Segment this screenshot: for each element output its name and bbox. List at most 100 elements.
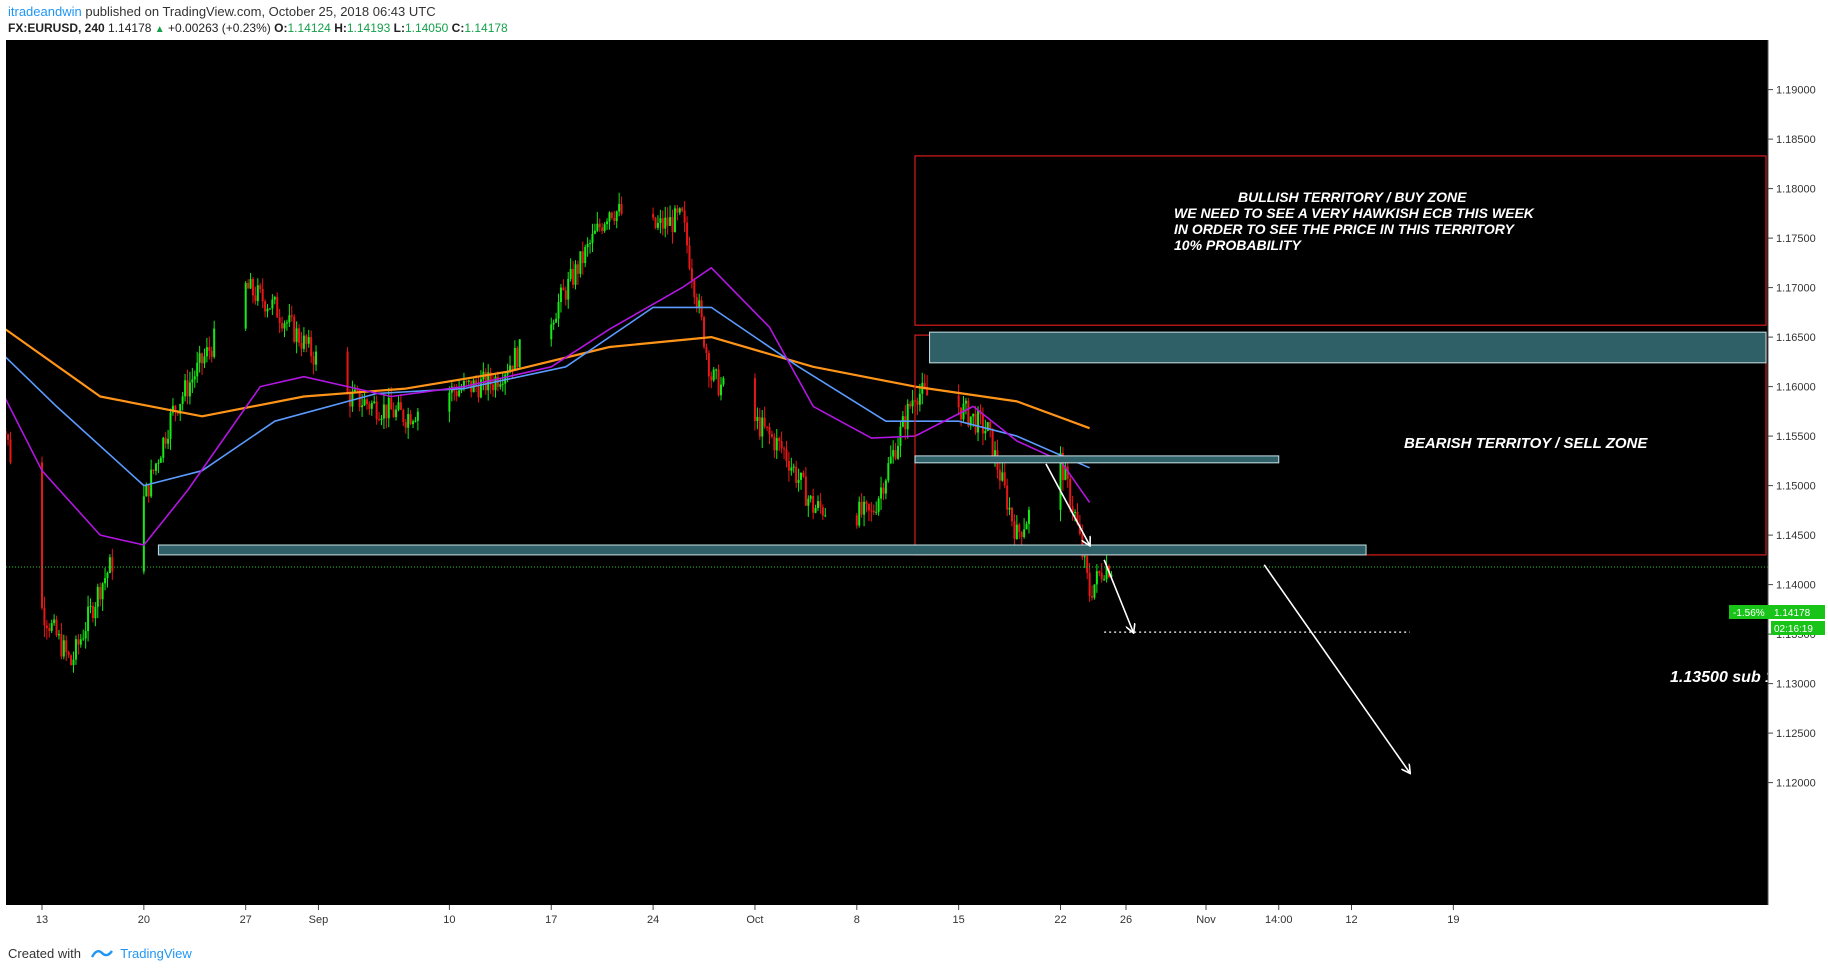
candle-down (894, 450, 897, 459)
candle-down (1003, 472, 1006, 486)
current-price-tag (1729, 605, 1825, 619)
candle-down (671, 217, 674, 233)
bar-countdown: 02:16:19 (1774, 624, 1813, 635)
y-tick-1-15500: 1.15500 (1776, 431, 1816, 443)
candle-up (722, 378, 725, 385)
candle-down (6, 430, 7, 435)
projection-arrow-3[interactable] (1263, 564, 1410, 773)
ma-blue-line[interactable] (0, 306, 1090, 487)
candle-up (72, 659, 75, 666)
candle-down (310, 337, 313, 357)
candle-up (589, 243, 592, 245)
x-tick-26: 26 (1120, 914, 1132, 926)
candle-up (889, 456, 892, 464)
bullish-zone-box[interactable] (914, 155, 1767, 326)
candle-up (82, 638, 85, 640)
tradingview-brand-link[interactable]: TradingView (120, 946, 192, 961)
candle-down (613, 217, 616, 222)
support-band[interactable] (157, 544, 1367, 556)
candle-down (710, 376, 713, 381)
candle-up (501, 383, 504, 385)
candle-up (74, 639, 77, 660)
candle-up (603, 224, 606, 232)
author-name[interactable]: itradeandwin (8, 4, 82, 19)
resistance-band[interactable] (929, 331, 1767, 364)
tradingview-logo-icon (90, 947, 113, 962)
candle-down (7, 434, 10, 440)
candle-up (817, 501, 819, 509)
candle-down (276, 297, 279, 318)
candle-down (865, 501, 868, 504)
candle-down (293, 316, 296, 342)
candle-up (656, 223, 659, 228)
candle-up (414, 420, 417, 422)
zones-layer (157, 155, 1767, 633)
projection-arrow-2[interactable] (1103, 559, 1133, 632)
candle-down (210, 350, 213, 357)
candle-up (593, 230, 596, 234)
candle-down (610, 212, 613, 218)
candle-up (159, 457, 162, 463)
x-tick-27: 27 (240, 914, 252, 926)
candle-up (106, 573, 109, 579)
candle-up (171, 405, 174, 413)
candle-down (1013, 521, 1016, 540)
candle-down (399, 402, 402, 410)
candle-down (652, 213, 655, 218)
ma-purple-line[interactable] (0, 267, 1091, 546)
y-tick-1-17500: 1.17500 (1776, 233, 1816, 245)
price-axis[interactable] (1768, 40, 1828, 905)
price-axis-ticks: 1.19000 1.18500 1.18000 1.17500 1.17000 1.165… (1768, 85, 1816, 790)
candle-up (205, 347, 208, 357)
candle-up (591, 233, 594, 244)
candle-down (1088, 572, 1091, 596)
open-label: O: (274, 21, 288, 35)
candle-down (1006, 485, 1009, 510)
candle-up (569, 268, 572, 279)
candle-down (45, 625, 48, 629)
candle-up (302, 335, 305, 349)
candle-down (787, 460, 790, 471)
candle-down (991, 428, 994, 459)
candle-up (145, 484, 148, 497)
candle-up (518, 339, 521, 368)
candle-down (766, 426, 769, 428)
candle-up (586, 243, 589, 248)
candle-down (780, 441, 783, 449)
candle-up (559, 287, 562, 303)
candle-up (664, 217, 667, 229)
candle-down (390, 397, 393, 410)
candle-up (460, 388, 463, 391)
candle-down (259, 285, 262, 289)
candle-up (283, 323, 286, 329)
candle-down (0, 397, 2, 415)
y-tick-1-18000: 1.18000 (1776, 184, 1816, 196)
candle-up (96, 586, 99, 607)
candle-down (923, 382, 926, 387)
candle-up (285, 322, 288, 324)
candle-up (906, 403, 909, 430)
candle-up (395, 409, 398, 418)
ma-orange-line[interactable] (0, 324, 1090, 430)
candle-down (768, 427, 771, 435)
candle-down (164, 437, 167, 444)
candle-down (690, 268, 693, 281)
candle-down (681, 208, 684, 211)
candle-up (986, 422, 989, 431)
candle-up (351, 391, 354, 407)
candle-down (693, 280, 696, 298)
candle-up (761, 417, 764, 437)
candle-down (1011, 507, 1013, 522)
candle-down (785, 449, 788, 461)
mid-resistance-band[interactable] (914, 455, 1280, 464)
price-chart[interactable]: BULLISH TERRITORY / BUY ZONE WE NEED TO … (0, 40, 1828, 940)
candle-up (479, 379, 482, 398)
candle-up (884, 480, 887, 494)
candle-up (256, 285, 259, 302)
candle-up (142, 496, 145, 572)
projection-arrow-1[interactable] (1045, 463, 1090, 545)
candle-down (795, 466, 798, 483)
x-tick-19: 19 (1447, 914, 1459, 926)
candle-down (683, 210, 686, 223)
candle-up (154, 463, 157, 471)
